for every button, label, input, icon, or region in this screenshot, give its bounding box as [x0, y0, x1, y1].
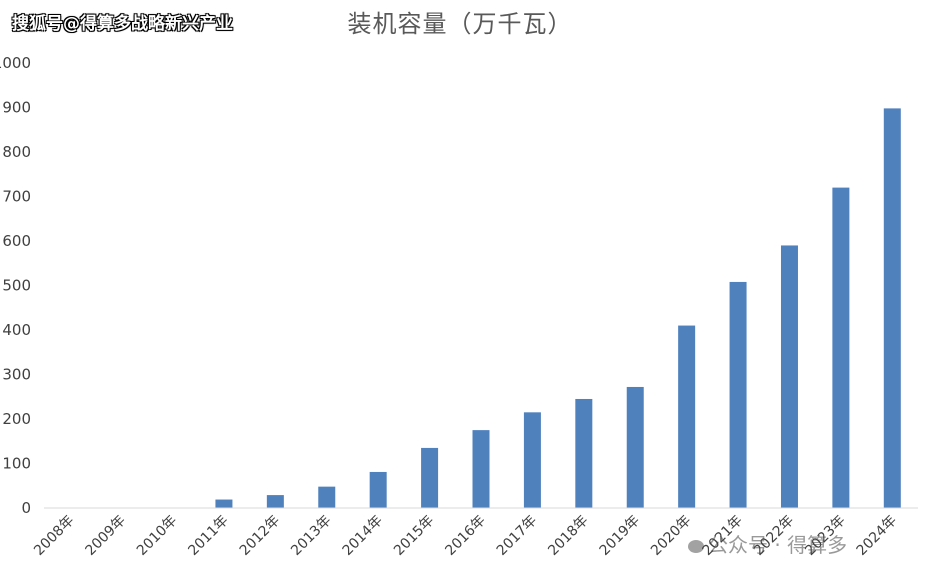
y-axis-ticks: 0 100 200 300 400 500 600 700 800 900 1000: [0, 54, 31, 517]
x-tick-label: 2011年: [185, 513, 231, 559]
wechat-watermark: 公众号 · 得算多: [688, 529, 847, 558]
bar: [215, 499, 233, 508]
y-tick-label: 500: [2, 277, 31, 295]
y-tick-label: 700: [2, 188, 31, 206]
y-tick-label: 1000: [0, 54, 31, 72]
x-tick-label: 2024年: [854, 513, 900, 559]
x-tick-label: 2014年: [340, 513, 386, 559]
y-tick-label: 400: [2, 321, 31, 339]
x-tick-label: 2015年: [391, 513, 437, 559]
x-tick-label: 2008年: [31, 513, 77, 559]
x-tick-label: 2009年: [83, 513, 129, 559]
x-tick-label: 2018年: [545, 513, 591, 559]
y-tick-label: 100: [2, 455, 31, 473]
bar: [472, 430, 490, 508]
watermark-text: 公众号 · 得算多: [708, 533, 848, 557]
bar: [626, 386, 644, 508]
bar: [369, 471, 387, 508]
bar: [523, 412, 541, 508]
bar: [266, 495, 284, 508]
x-tick-label: 2012年: [237, 513, 283, 559]
y-tick-label: 0: [21, 499, 31, 517]
x-tick-label: 2010年: [134, 513, 180, 559]
bar: [832, 187, 850, 508]
x-tick-label: 2016年: [442, 513, 488, 559]
bar: [729, 281, 747, 508]
chart-title: 装机容量（万千瓦）: [0, 4, 926, 39]
x-tick-label: 2017年: [494, 513, 540, 559]
y-tick-label: 800: [2, 143, 31, 161]
source-watermark: 搜狐号@得算多战略新兴产业: [12, 14, 233, 34]
bar: [883, 108, 901, 508]
y-tick-label: 600: [2, 232, 31, 250]
bar: [421, 447, 439, 508]
y-tick-label: 200: [2, 410, 31, 428]
chart-title-text: 装机容量（万千瓦）: [347, 10, 573, 38]
x-tick-label: 2013年: [288, 513, 334, 559]
bars-group: [215, 108, 901, 508]
bar: [575, 398, 593, 508]
bar: [318, 486, 336, 508]
bar: [780, 245, 798, 508]
x-tick-label: 2019年: [597, 513, 643, 559]
wechat-icon: [688, 540, 704, 553]
y-tick-label: 900: [2, 99, 31, 117]
y-tick-label: 300: [2, 366, 31, 384]
bar: [678, 325, 696, 508]
